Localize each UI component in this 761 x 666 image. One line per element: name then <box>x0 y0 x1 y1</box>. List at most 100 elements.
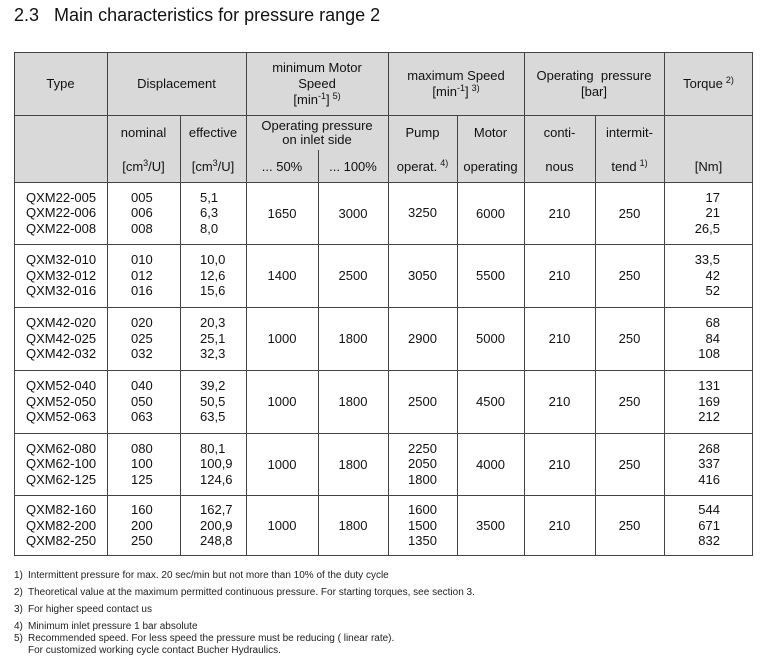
text: Type <box>46 76 75 91</box>
text: [min <box>432 84 457 99</box>
table-cell: QXM42-032 <box>26 346 97 362</box>
table-cell: 2250 <box>408 440 437 456</box>
header-cell: [cm3/U] <box>107 157 180 174</box>
table-cell: 39,2 <box>200 378 226 394</box>
table-cell: 5000 <box>476 331 505 346</box>
text: [cm <box>122 158 144 174</box>
footnote-mark: 2) <box>14 587 23 598</box>
text: on inlet side <box>282 132 352 147</box>
text: Motor <box>473 125 508 140</box>
text: Operating pressure <box>536 68 652 83</box>
table-cell: 2500 <box>338 268 368 283</box>
table-cell: 006 <box>131 205 153 221</box>
header-cell: operat. 4) <box>388 158 457 174</box>
table-cell: 250 <box>618 518 641 533</box>
table-cell: 5,1 <box>200 189 219 205</box>
table-cell: 52 <box>705 283 720 299</box>
table-cell: 250 <box>618 394 641 409</box>
table-cell: QXM22-005 <box>26 189 97 205</box>
table-cell: 210 <box>548 518 571 533</box>
table-cell: 544 <box>698 502 720 518</box>
table-cell: 17 <box>705 189 720 205</box>
superscript: 5) <box>332 91 341 101</box>
table-cell: 1000 <box>267 518 297 533</box>
text: [cm <box>191 158 213 174</box>
table-cell: 063 <box>131 409 153 425</box>
table-cell: 42 <box>705 267 720 283</box>
header-cell: [cm3/U] <box>180 158 246 174</box>
table-cell: 1000 <box>267 331 297 346</box>
table-cell: 337 <box>698 456 720 472</box>
table-cell: 1800 <box>338 518 368 533</box>
table-cell: 4500 <box>476 394 505 409</box>
table-cell: 1600 <box>408 502 437 518</box>
text: /U] <box>148 158 165 174</box>
table-cell: 010 <box>131 252 153 268</box>
footnote-mark: 5) <box>14 633 23 644</box>
table-cell: QXM52-040 <box>26 378 97 394</box>
text: ... 100% <box>329 158 377 174</box>
table-cell: 250 <box>618 205 641 221</box>
table-cell: 10,0 <box>200 252 226 268</box>
table-cell: 250 <box>618 268 641 283</box>
header-cell: Operating pressure <box>524 68 664 83</box>
text: Speed <box>298 76 336 91</box>
table-cell: 832 <box>698 533 720 549</box>
text: Pump <box>405 125 440 140</box>
table-cell: 250 <box>618 456 641 472</box>
table-cell: 210 <box>548 331 571 346</box>
header-cell: nominal <box>107 125 180 140</box>
header-cell: [Nm] <box>664 159 753 174</box>
table-cell: 016 <box>131 283 153 299</box>
text: [min <box>293 92 318 107</box>
table-lines <box>14 52 753 556</box>
table-cell: QXM82-250 <box>26 533 97 549</box>
text: tend <box>611 158 637 174</box>
table-cell: 1800 <box>338 394 368 409</box>
superscript: 3 <box>143 157 149 168</box>
table-cell: 248,8 <box>200 533 233 549</box>
header-cell: ... 50% <box>246 159 318 174</box>
header-cell: Operating pressure <box>246 118 388 133</box>
text: operating <box>463 158 518 174</box>
table-cell: 2500 <box>408 393 437 409</box>
section-heading: 2.3 Main characteristics for pressure ra… <box>14 5 380 26</box>
table-cell: 050 <box>131 393 153 409</box>
table-cell: 671 <box>698 517 720 533</box>
table-cell: 160 <box>131 502 153 518</box>
table-cell: 1650 <box>267 205 297 221</box>
table-cell: 131 <box>698 378 720 394</box>
table-cell: 63,5 <box>200 409 226 425</box>
table-cell: 8,0 <box>200 220 219 236</box>
table-cell: 21 <box>705 205 720 221</box>
table-cell: 210 <box>548 205 571 221</box>
table-cell: 84 <box>705 330 720 346</box>
table-cell: 032 <box>131 346 153 362</box>
table-cell: 32,3 <box>200 346 226 362</box>
table-cell: 4000 <box>476 456 505 472</box>
table-cell: 212 <box>698 409 720 425</box>
superscript: -1 <box>317 91 326 101</box>
table-cell: 200 <box>131 517 153 533</box>
header-cell: [min-1] 3) <box>388 84 524 100</box>
text: [Nm] <box>694 158 723 174</box>
table-cell: QXM82-160 <box>26 502 97 518</box>
table-cell: 2900 <box>408 330 437 346</box>
header-cell: tend 1) <box>595 158 664 174</box>
header-cell: Pump <box>388 125 457 140</box>
table-cell: 3250 <box>408 205 437 221</box>
table-cell: 125 <box>131 471 153 487</box>
text: Displacement <box>137 76 216 91</box>
table-cell: 1000 <box>267 456 297 472</box>
table-cell: 15,6 <box>200 283 226 299</box>
table-cell: QXM42-020 <box>26 315 97 331</box>
table-cell: QXM32-016 <box>26 283 97 299</box>
header-cell: on inlet side <box>246 132 388 147</box>
table-cell: 1500 <box>408 517 437 533</box>
table-cell: QXM22-006 <box>26 205 97 221</box>
table-cell: QXM22-008 <box>26 220 97 236</box>
text: nous <box>545 158 574 174</box>
text: maximum Speed <box>407 68 505 83</box>
